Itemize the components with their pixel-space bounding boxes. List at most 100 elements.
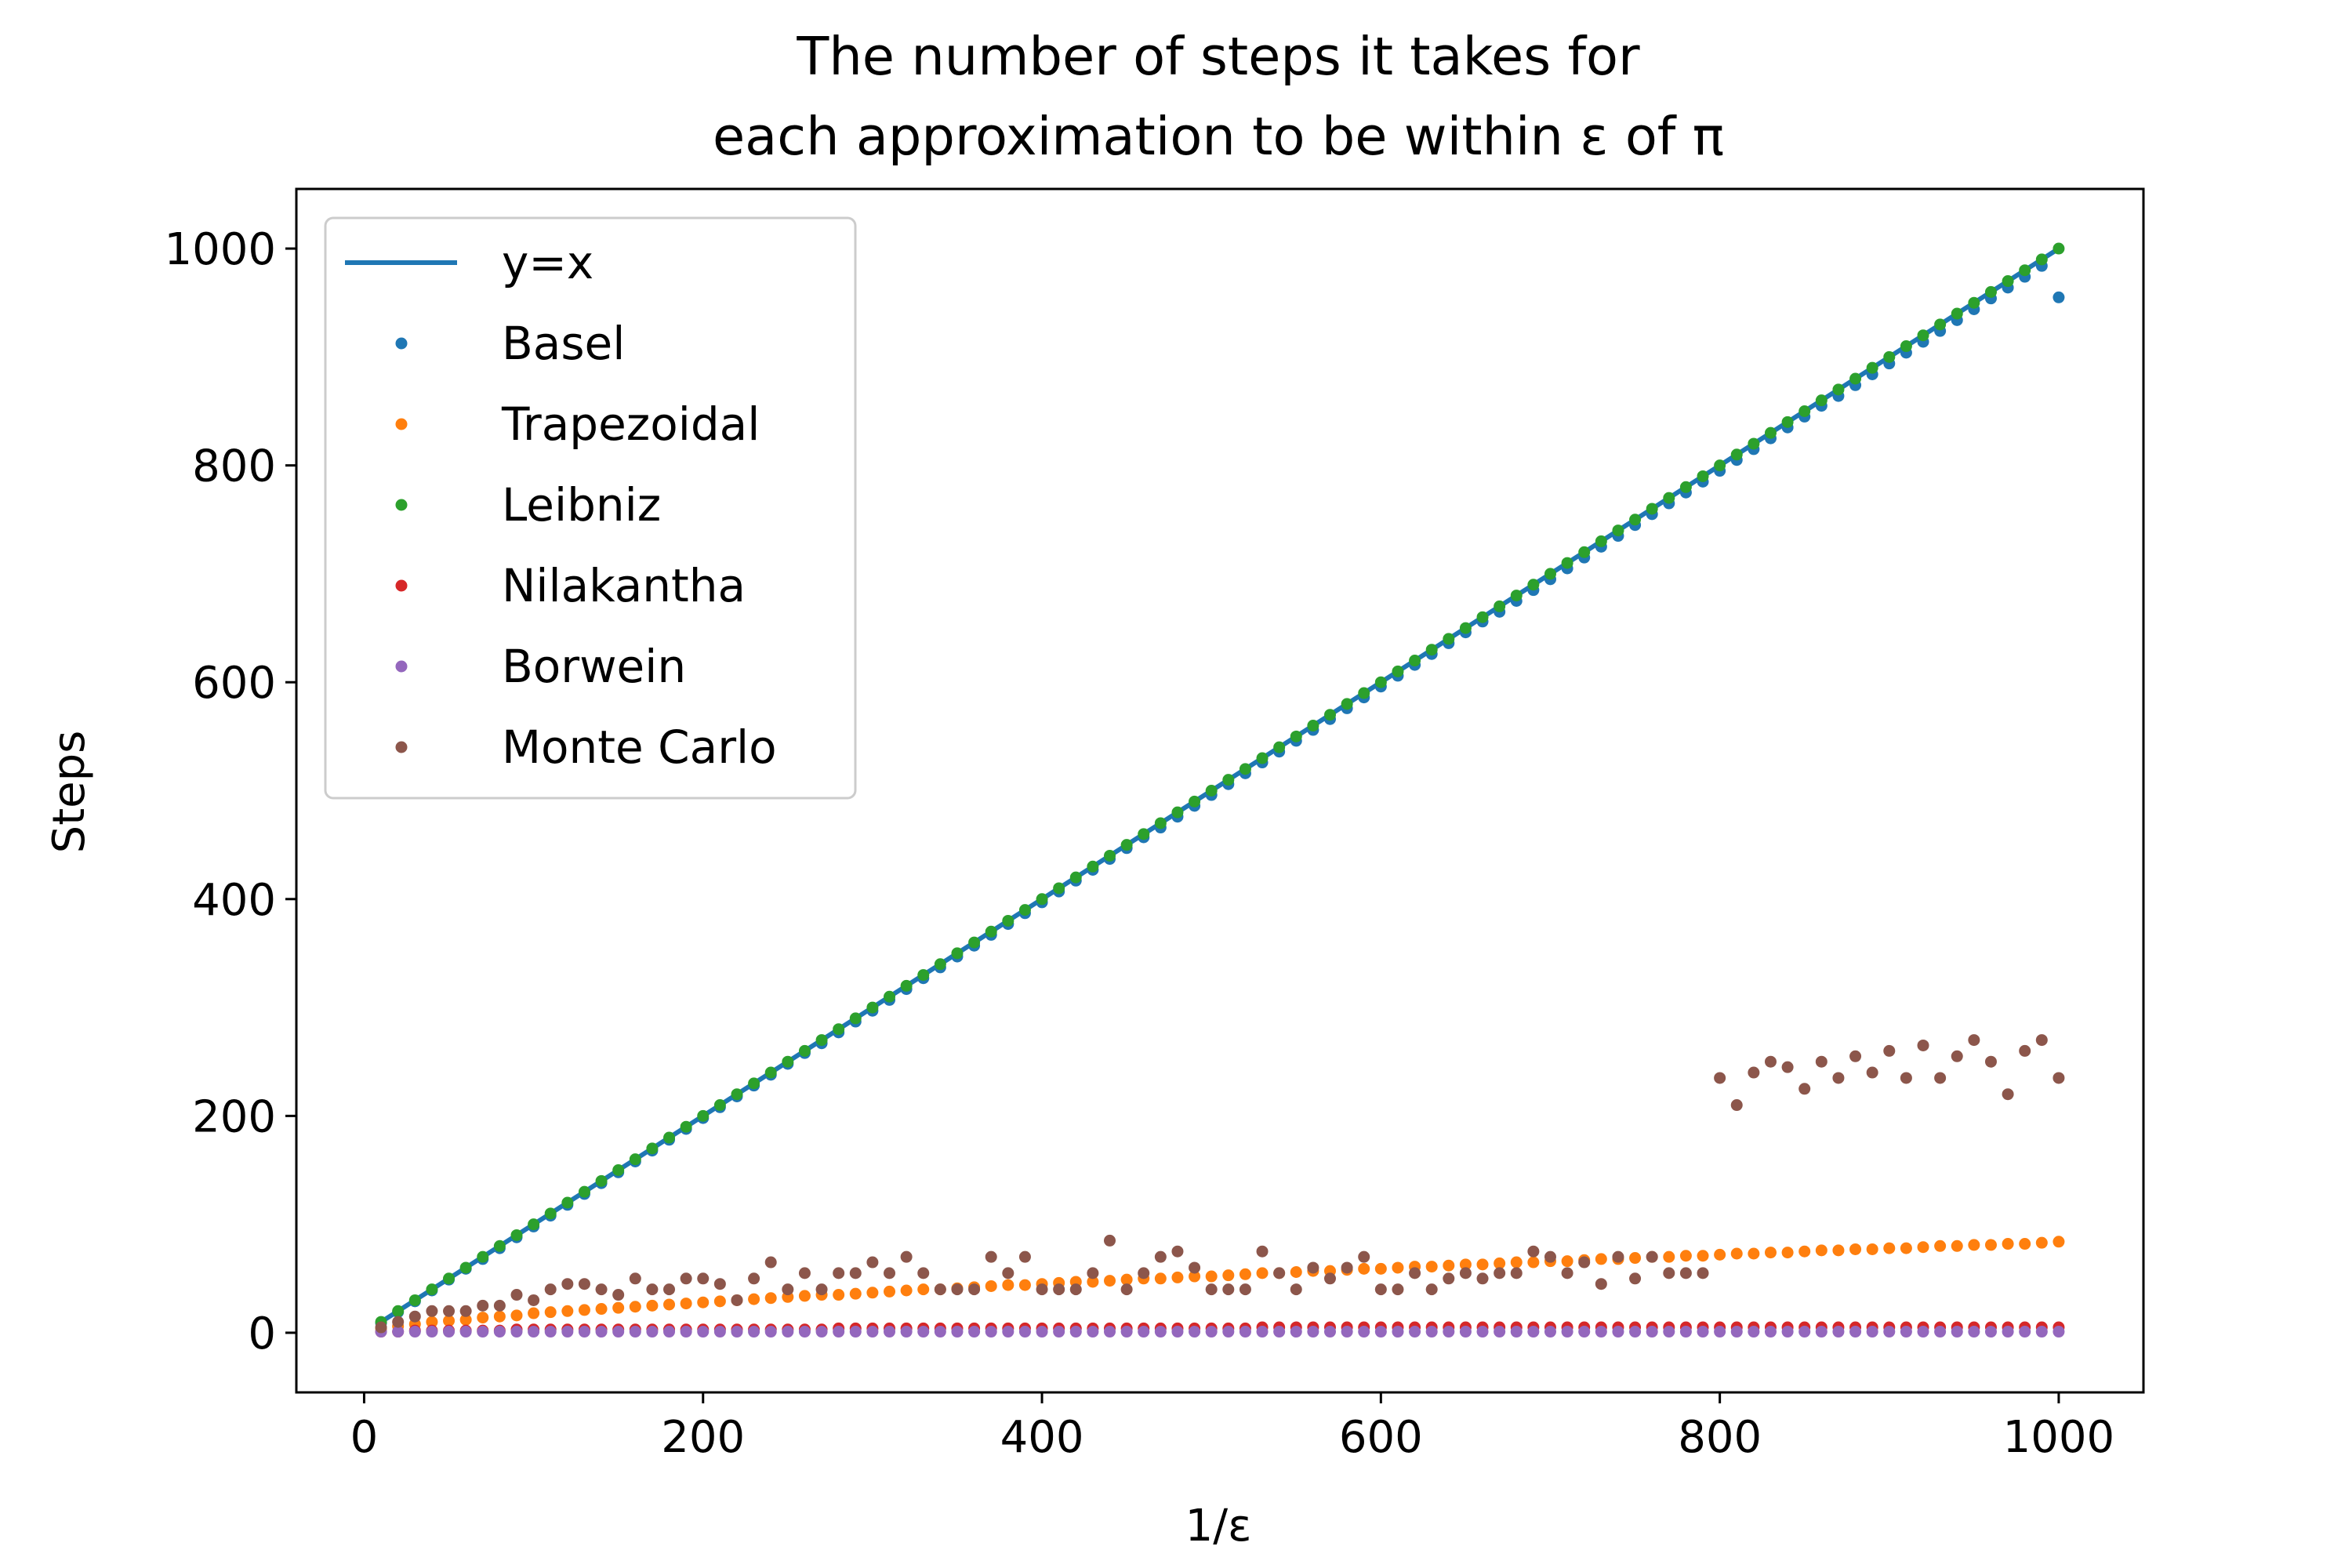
point-leibniz bbox=[1849, 372, 1862, 385]
point-monte-carlo bbox=[1205, 1283, 1218, 1296]
point-trapezoidal bbox=[1883, 1242, 1896, 1254]
point-monte-carlo bbox=[968, 1283, 981, 1296]
point-borwein bbox=[1120, 1326, 1133, 1338]
point-leibniz bbox=[561, 1196, 574, 1209]
point-trapezoidal bbox=[1222, 1269, 1235, 1282]
point-monte-carlo bbox=[884, 1267, 896, 1279]
point-trapezoidal bbox=[1189, 1270, 1201, 1283]
point-monte-carlo bbox=[459, 1305, 472, 1317]
point-monte-carlo bbox=[1018, 1250, 1031, 1263]
legend-label-trapezoidal: Trapezoidal bbox=[501, 397, 760, 451]
point-borwein bbox=[1832, 1326, 1845, 1338]
y-tick-label: 200 bbox=[192, 1091, 276, 1142]
point-monte-carlo bbox=[1104, 1234, 1116, 1247]
point-monte-carlo bbox=[1832, 1072, 1845, 1084]
point-borwein bbox=[595, 1326, 608, 1338]
point-borwein bbox=[408, 1326, 421, 1338]
point-monte-carlo bbox=[1764, 1055, 1777, 1068]
point-leibniz bbox=[1748, 437, 1760, 450]
point-leibniz bbox=[1036, 893, 1048, 906]
point-leibniz bbox=[2002, 275, 2014, 288]
point-monte-carlo bbox=[426, 1305, 438, 1317]
point-leibniz bbox=[578, 1185, 590, 1198]
point-monte-carlo bbox=[2053, 1072, 2065, 1084]
y-tick-label: 600 bbox=[192, 658, 276, 709]
point-trapezoidal bbox=[2053, 1236, 2065, 1248]
point-borwein bbox=[392, 1326, 405, 1338]
point-monte-carlo bbox=[1815, 1055, 1828, 1068]
point-monte-carlo bbox=[1154, 1250, 1167, 1263]
point-leibniz bbox=[1138, 828, 1150, 840]
point-borwein bbox=[798, 1326, 811, 1338]
point-leibniz bbox=[1189, 795, 1201, 808]
point-leibniz bbox=[1239, 763, 1251, 775]
legend-marker-borwein bbox=[395, 660, 408, 673]
point-trapezoidal bbox=[1934, 1240, 1947, 1252]
point-borwein bbox=[1629, 1326, 1642, 1338]
point-trapezoidal bbox=[459, 1313, 472, 1326]
point-leibniz bbox=[900, 979, 913, 992]
point-leibniz bbox=[663, 1131, 676, 1144]
point-trapezoidal bbox=[2035, 1236, 2048, 1249]
point-borwein bbox=[1917, 1326, 1929, 1338]
legend-label-nilakantha: Nilakantha bbox=[502, 559, 746, 612]
point-monte-carlo bbox=[1900, 1072, 1912, 1084]
point-borwein bbox=[1171, 1326, 1184, 1338]
point-leibniz bbox=[1205, 785, 1218, 797]
point-trapezoidal bbox=[1730, 1247, 1743, 1260]
point-monte-carlo bbox=[1341, 1261, 1353, 1274]
point-monte-carlo bbox=[1120, 1283, 1133, 1296]
point-borwein bbox=[443, 1326, 456, 1338]
point-borwein bbox=[1425, 1326, 1438, 1338]
series-monte-carlo bbox=[375, 1034, 2065, 1334]
point-monte-carlo bbox=[493, 1299, 506, 1312]
point-trapezoidal bbox=[1459, 1258, 1472, 1271]
point-trapezoidal bbox=[493, 1310, 506, 1323]
point-borwein bbox=[866, 1326, 879, 1338]
point-leibniz bbox=[1069, 871, 1082, 884]
point-trapezoidal bbox=[900, 1284, 913, 1297]
legend-label-monte-carlo: Monte Carlo bbox=[502, 720, 777, 774]
point-monte-carlo bbox=[1561, 1267, 1573, 1279]
point-borwein bbox=[1984, 1326, 1997, 1338]
point-trapezoidal bbox=[1968, 1239, 1980, 1251]
point-borwein bbox=[1679, 1326, 1692, 1338]
point-borwein bbox=[1612, 1326, 1624, 1338]
point-monte-carlo bbox=[1273, 1267, 1286, 1279]
point-leibniz bbox=[1154, 817, 1167, 829]
point-trapezoidal bbox=[680, 1298, 692, 1310]
point-leibniz bbox=[612, 1164, 625, 1177]
point-monte-carlo bbox=[1748, 1066, 1760, 1079]
point-leibniz bbox=[1764, 426, 1777, 439]
legend-label-y-x: y=x bbox=[502, 236, 593, 289]
point-leibniz bbox=[1476, 611, 1489, 623]
point-borwein bbox=[713, 1326, 726, 1338]
point-leibniz bbox=[968, 936, 981, 949]
point-trapezoidal bbox=[1561, 1255, 1573, 1268]
series-line-y-equals-x bbox=[379, 246, 2060, 1324]
point-borwein bbox=[1798, 1326, 1811, 1338]
point-borwein bbox=[1323, 1326, 1336, 1338]
point-borwein bbox=[1866, 1326, 1878, 1338]
point-monte-carlo bbox=[815, 1283, 828, 1296]
point-monte-carlo bbox=[1714, 1072, 1726, 1084]
point-borwein bbox=[1256, 1326, 1269, 1338]
point-leibniz bbox=[1273, 741, 1286, 753]
legend-marker-monte-carlo bbox=[395, 741, 408, 753]
point-monte-carlo bbox=[1189, 1261, 1201, 1274]
point-borwein bbox=[1714, 1326, 1726, 1338]
point-monte-carlo bbox=[1222, 1283, 1235, 1296]
point-monte-carlo bbox=[392, 1316, 405, 1328]
point-monte-carlo bbox=[561, 1278, 574, 1290]
point-leibniz bbox=[528, 1218, 540, 1231]
point-trapezoidal bbox=[1714, 1248, 1726, 1261]
point-borwein bbox=[1900, 1326, 1912, 1338]
point-trapezoidal bbox=[884, 1285, 896, 1298]
point-leibniz bbox=[1544, 568, 1556, 580]
point-leibniz bbox=[1646, 503, 1658, 515]
point-monte-carlo bbox=[764, 1256, 777, 1269]
x-tick-label: 600 bbox=[1339, 1412, 1423, 1463]
point-trapezoidal bbox=[2002, 1238, 2014, 1250]
point-trapezoidal bbox=[578, 1304, 590, 1316]
point-borwein bbox=[1036, 1326, 1048, 1338]
